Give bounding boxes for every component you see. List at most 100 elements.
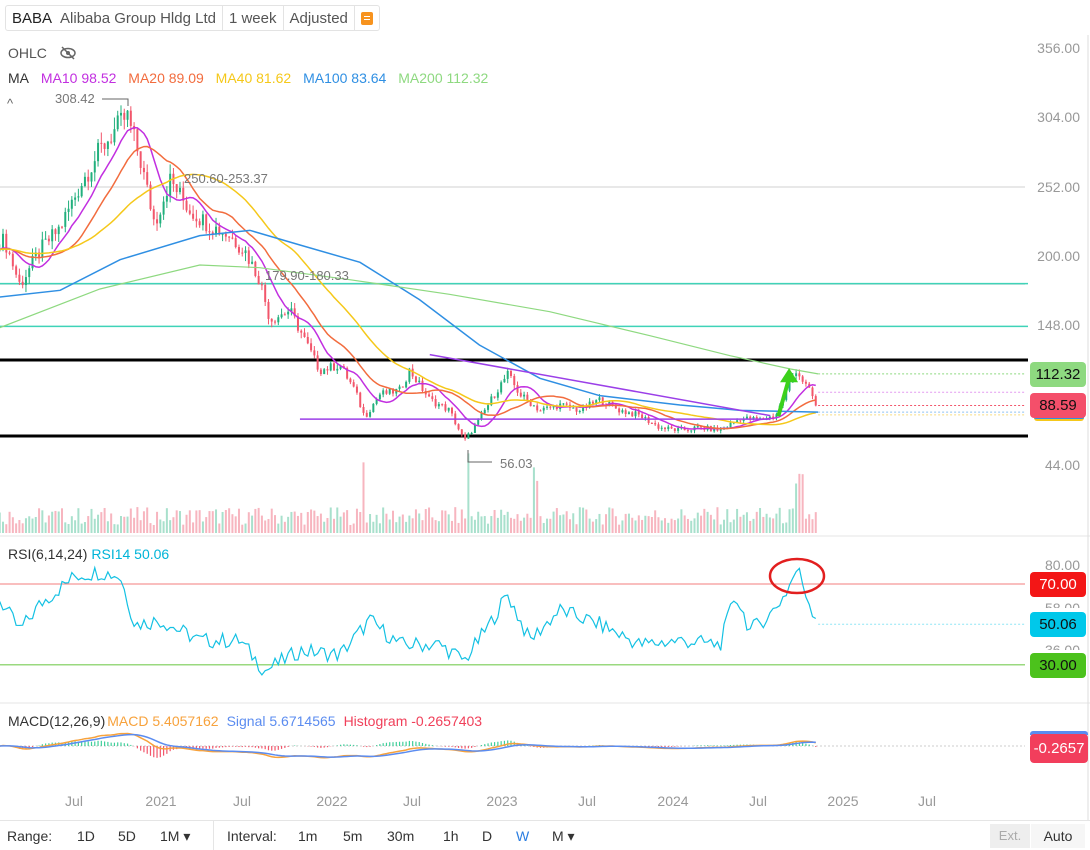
ma100-value: MA100 83.64 xyxy=(303,70,387,86)
interval-w[interactable]: W xyxy=(516,828,530,844)
volume-bar xyxy=(267,519,270,533)
volume-bar xyxy=(198,510,201,533)
volume-bar xyxy=(680,509,683,533)
volume-bar xyxy=(736,508,739,533)
candle-body xyxy=(244,250,247,254)
symbol-header[interactable]: BABA Alibaba Group Hldg Ltd 1 week Adjus… xyxy=(5,5,380,31)
volume-bar xyxy=(667,522,670,533)
range-1d[interactable]: 1D xyxy=(77,828,95,844)
candle-body xyxy=(401,386,404,388)
candle-body xyxy=(215,226,218,235)
volume-bar xyxy=(450,520,453,533)
candle-body xyxy=(267,301,270,319)
candle-body xyxy=(365,412,368,417)
time-label: 2023 xyxy=(486,793,518,809)
volume-bar xyxy=(355,508,358,533)
volume-bar xyxy=(211,511,214,533)
candle-body xyxy=(162,201,165,215)
company-name[interactable]: Alibaba Group Hldg Ltd xyxy=(54,6,223,30)
range-1m[interactable]: 1M ▾ xyxy=(160,828,191,844)
volume-bar xyxy=(542,522,545,533)
candle-body xyxy=(627,412,630,414)
volume-bar xyxy=(352,523,355,533)
candle-body xyxy=(431,396,434,400)
ma40-value: MA40 81.62 xyxy=(215,70,292,86)
candle-body xyxy=(208,231,211,233)
interval-m[interactable]: M ▾ xyxy=(552,828,575,844)
candle-body xyxy=(290,308,293,312)
volume-bar xyxy=(280,515,283,533)
caret-up-icon[interactable]: ^ xyxy=(7,96,14,111)
volume-bar xyxy=(408,515,411,533)
volume-bar xyxy=(97,514,100,533)
volume-bar xyxy=(333,518,336,533)
arrow-head xyxy=(780,368,799,383)
volume-bar xyxy=(306,512,309,533)
volume-bar xyxy=(247,512,250,533)
volume-bar xyxy=(477,511,480,533)
volume-bar xyxy=(188,510,191,533)
candle-body xyxy=(61,226,64,228)
candle-body xyxy=(591,401,594,404)
low-annotation: 56.03 xyxy=(500,456,533,471)
candle-body xyxy=(444,404,447,411)
candle-body xyxy=(513,376,516,386)
volume-bar xyxy=(483,516,486,533)
time-label: Jul xyxy=(749,793,767,809)
ma200-line xyxy=(0,264,819,375)
time-label: Jul xyxy=(65,793,83,809)
volume-bar xyxy=(503,514,506,533)
time-label: 2022 xyxy=(316,793,348,809)
candle-body xyxy=(516,385,519,393)
candle-body xyxy=(624,410,627,414)
histogram-value: Histogram -0.2657403 xyxy=(343,713,483,729)
volume-bar xyxy=(77,508,80,533)
volume-bar xyxy=(195,510,198,533)
volume-bar xyxy=(51,511,54,533)
volume-bar xyxy=(11,517,14,533)
volume-bar xyxy=(110,513,113,533)
interval-30m[interactable]: 30m xyxy=(387,828,415,844)
volume-bar xyxy=(47,515,50,533)
candle-body xyxy=(264,284,267,302)
interval-1m[interactable]: 1m xyxy=(298,828,318,844)
interval-1h[interactable]: 1h xyxy=(443,828,459,844)
candle-body xyxy=(316,355,319,370)
adjustment-selector[interactable]: Adjusted xyxy=(284,6,355,30)
rsi-70-tag: 70.00 xyxy=(1030,572,1086,597)
volume-bar xyxy=(365,522,368,533)
volume-bar xyxy=(264,520,267,533)
volume-bar xyxy=(729,522,732,533)
candle-body xyxy=(388,388,391,394)
ext-button[interactable]: Ext. xyxy=(990,824,1030,848)
interval-d[interactable]: D xyxy=(482,828,493,844)
price-chart[interactable] xyxy=(0,0,1090,820)
volume-bar xyxy=(588,518,591,533)
interval-selector[interactable]: 1 week xyxy=(223,6,284,30)
volume-bar xyxy=(411,518,414,533)
time-label: Jul xyxy=(578,793,596,809)
volume-bar xyxy=(388,519,391,533)
range-5d[interactable]: 5D xyxy=(118,828,136,844)
menu-button[interactable] xyxy=(355,6,379,30)
volume-bar xyxy=(303,524,306,533)
volume-bar xyxy=(509,517,512,533)
interval-5m[interactable]: 5m xyxy=(343,828,363,844)
volume-bar xyxy=(437,521,440,533)
candle-body xyxy=(296,316,299,331)
ma200-value: MA200 112.32 xyxy=(398,70,489,86)
candle-body xyxy=(119,112,122,116)
candle-body xyxy=(618,408,621,413)
symbol-ticker[interactable]: BABA xyxy=(12,9,53,27)
volume-bar xyxy=(116,524,119,533)
volume-bar xyxy=(31,518,34,533)
candle-body xyxy=(739,420,742,422)
auto-button[interactable]: Auto xyxy=(1031,824,1085,848)
volume-bar xyxy=(251,515,254,533)
candle-body xyxy=(129,110,132,126)
candle-body xyxy=(54,229,57,235)
price-tick: 200.00 xyxy=(1037,248,1080,264)
candle-body xyxy=(772,416,775,418)
eye-off-icon[interactable] xyxy=(59,46,77,60)
candle-body xyxy=(696,426,699,428)
